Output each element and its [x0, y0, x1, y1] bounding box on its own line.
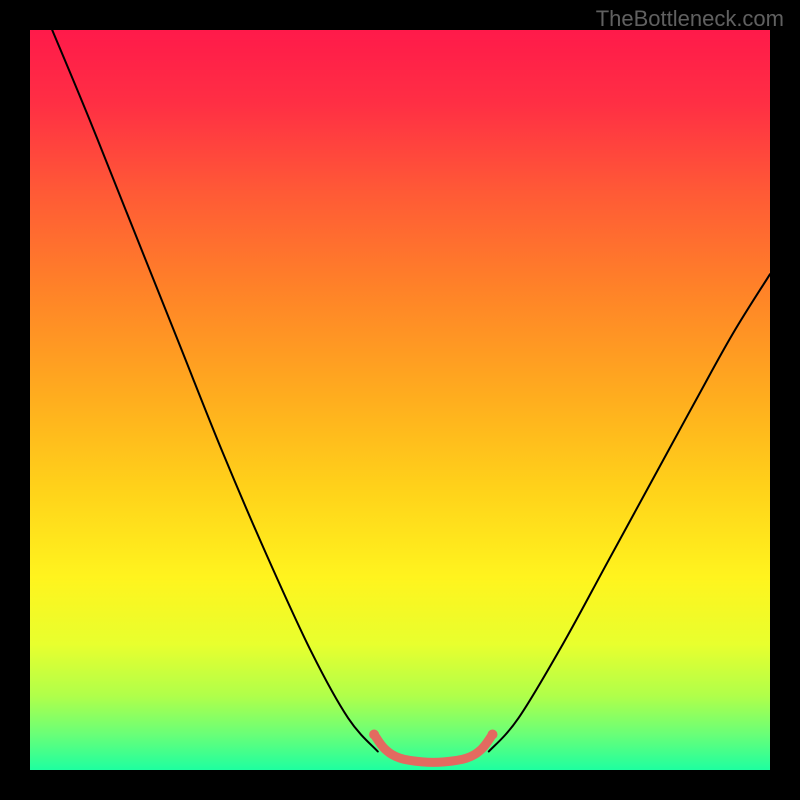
watermark-text: TheBottleneck.com [596, 6, 784, 32]
trough-cap-right [488, 729, 498, 739]
trough-cap-left [369, 729, 379, 739]
chart-container: TheBottleneck.com [0, 0, 800, 800]
gradient-background [30, 30, 770, 770]
plot-area [30, 30, 770, 770]
chart-svg [30, 30, 770, 770]
